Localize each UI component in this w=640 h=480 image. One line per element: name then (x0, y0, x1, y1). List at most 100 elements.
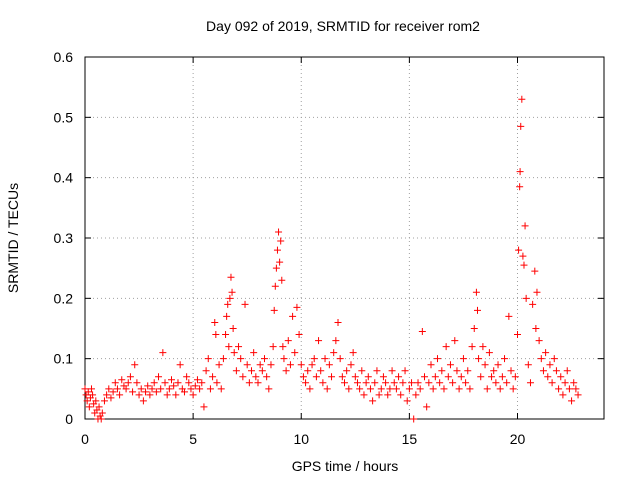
data-point (524, 361, 532, 369)
data-point (507, 367, 515, 375)
data-point (414, 379, 422, 387)
data-point (152, 388, 160, 396)
data-point (477, 373, 485, 381)
data-point (304, 367, 312, 375)
data-point (555, 385, 563, 393)
data-point (113, 385, 121, 393)
data-point (235, 343, 243, 351)
data-point (278, 276, 286, 284)
data-point (308, 361, 316, 369)
chart-title: Day 092 of 2019, SRMTID for receiver rom… (206, 18, 480, 34)
data-point (263, 373, 271, 381)
data-point (172, 391, 180, 399)
y-axis-label: SRMTID / TECUs (5, 183, 21, 293)
data-point (202, 367, 210, 375)
data-point (403, 397, 411, 405)
data-point (248, 367, 256, 375)
data-point (548, 379, 556, 387)
data-point (237, 355, 245, 363)
data-point (433, 355, 441, 363)
data-point (105, 385, 113, 393)
data-point (490, 367, 498, 375)
data-point (483, 385, 491, 393)
data-point (170, 382, 178, 390)
data-point (505, 312, 513, 320)
data-point (137, 385, 145, 393)
data-point (345, 385, 353, 393)
axis-ticks: 0 5 10 15 20 0 0.1 0.2 0.3 0.4 0.5 0.6 (54, 49, 604, 447)
data-point (390, 379, 398, 387)
data-point (155, 373, 163, 381)
data-point (97, 415, 105, 423)
data-point (371, 379, 379, 387)
data-point (421, 373, 429, 381)
data-point (310, 355, 318, 363)
data-point (455, 385, 463, 393)
data-point (531, 267, 539, 275)
data-point (412, 391, 420, 399)
data-point (574, 391, 582, 399)
data-point (180, 388, 188, 396)
data-point (563, 367, 571, 375)
data-point (98, 409, 106, 417)
data-point (360, 391, 368, 399)
data-point (568, 397, 576, 405)
data-point (306, 385, 314, 393)
data-point (279, 343, 287, 351)
y-tick-label: 0 (65, 411, 73, 427)
data-point (572, 385, 580, 393)
data-point (457, 373, 465, 381)
data-point (196, 385, 204, 393)
data-point (453, 367, 461, 375)
data-point (410, 415, 418, 423)
data-point (85, 403, 93, 411)
data-point (468, 343, 476, 351)
data-point (168, 376, 175, 384)
data-point (206, 385, 214, 393)
data-point (542, 349, 550, 357)
data-point (217, 385, 225, 393)
data-point (423, 403, 431, 411)
data-point (265, 385, 273, 393)
data-point (364, 373, 372, 381)
data-point (516, 168, 524, 176)
data-point (213, 379, 221, 387)
x-tick-label: 15 (402, 431, 418, 447)
data-point (503, 379, 511, 387)
data-point (429, 385, 437, 393)
data-point (116, 391, 124, 399)
data-point (229, 325, 237, 332)
data-point (124, 379, 132, 387)
data-point (187, 385, 195, 393)
data-point (267, 361, 275, 369)
data-point (446, 361, 454, 369)
data-point (557, 373, 565, 381)
data-point (366, 385, 374, 393)
data-point (492, 379, 500, 387)
data-point (438, 367, 446, 375)
data-point (315, 337, 323, 345)
data-point (198, 379, 206, 387)
data-point (109, 388, 117, 396)
data-point (185, 379, 193, 387)
data-point (529, 300, 537, 308)
data-point (150, 379, 158, 387)
data-point (520, 261, 528, 269)
data-point (440, 385, 448, 393)
data-point (427, 361, 435, 369)
data-point (392, 385, 400, 393)
data-point (325, 361, 333, 369)
data-point (561, 379, 569, 387)
data-point (269, 343, 277, 351)
data-point (405, 385, 413, 393)
data-point (395, 373, 403, 381)
data-point (451, 337, 459, 345)
data-point (349, 349, 357, 357)
data-point (270, 306, 278, 314)
data-point (382, 379, 390, 387)
data-point (386, 385, 394, 393)
data-point (103, 391, 111, 399)
y-tick-label: 0.5 (54, 109, 74, 125)
data-point (515, 246, 523, 254)
